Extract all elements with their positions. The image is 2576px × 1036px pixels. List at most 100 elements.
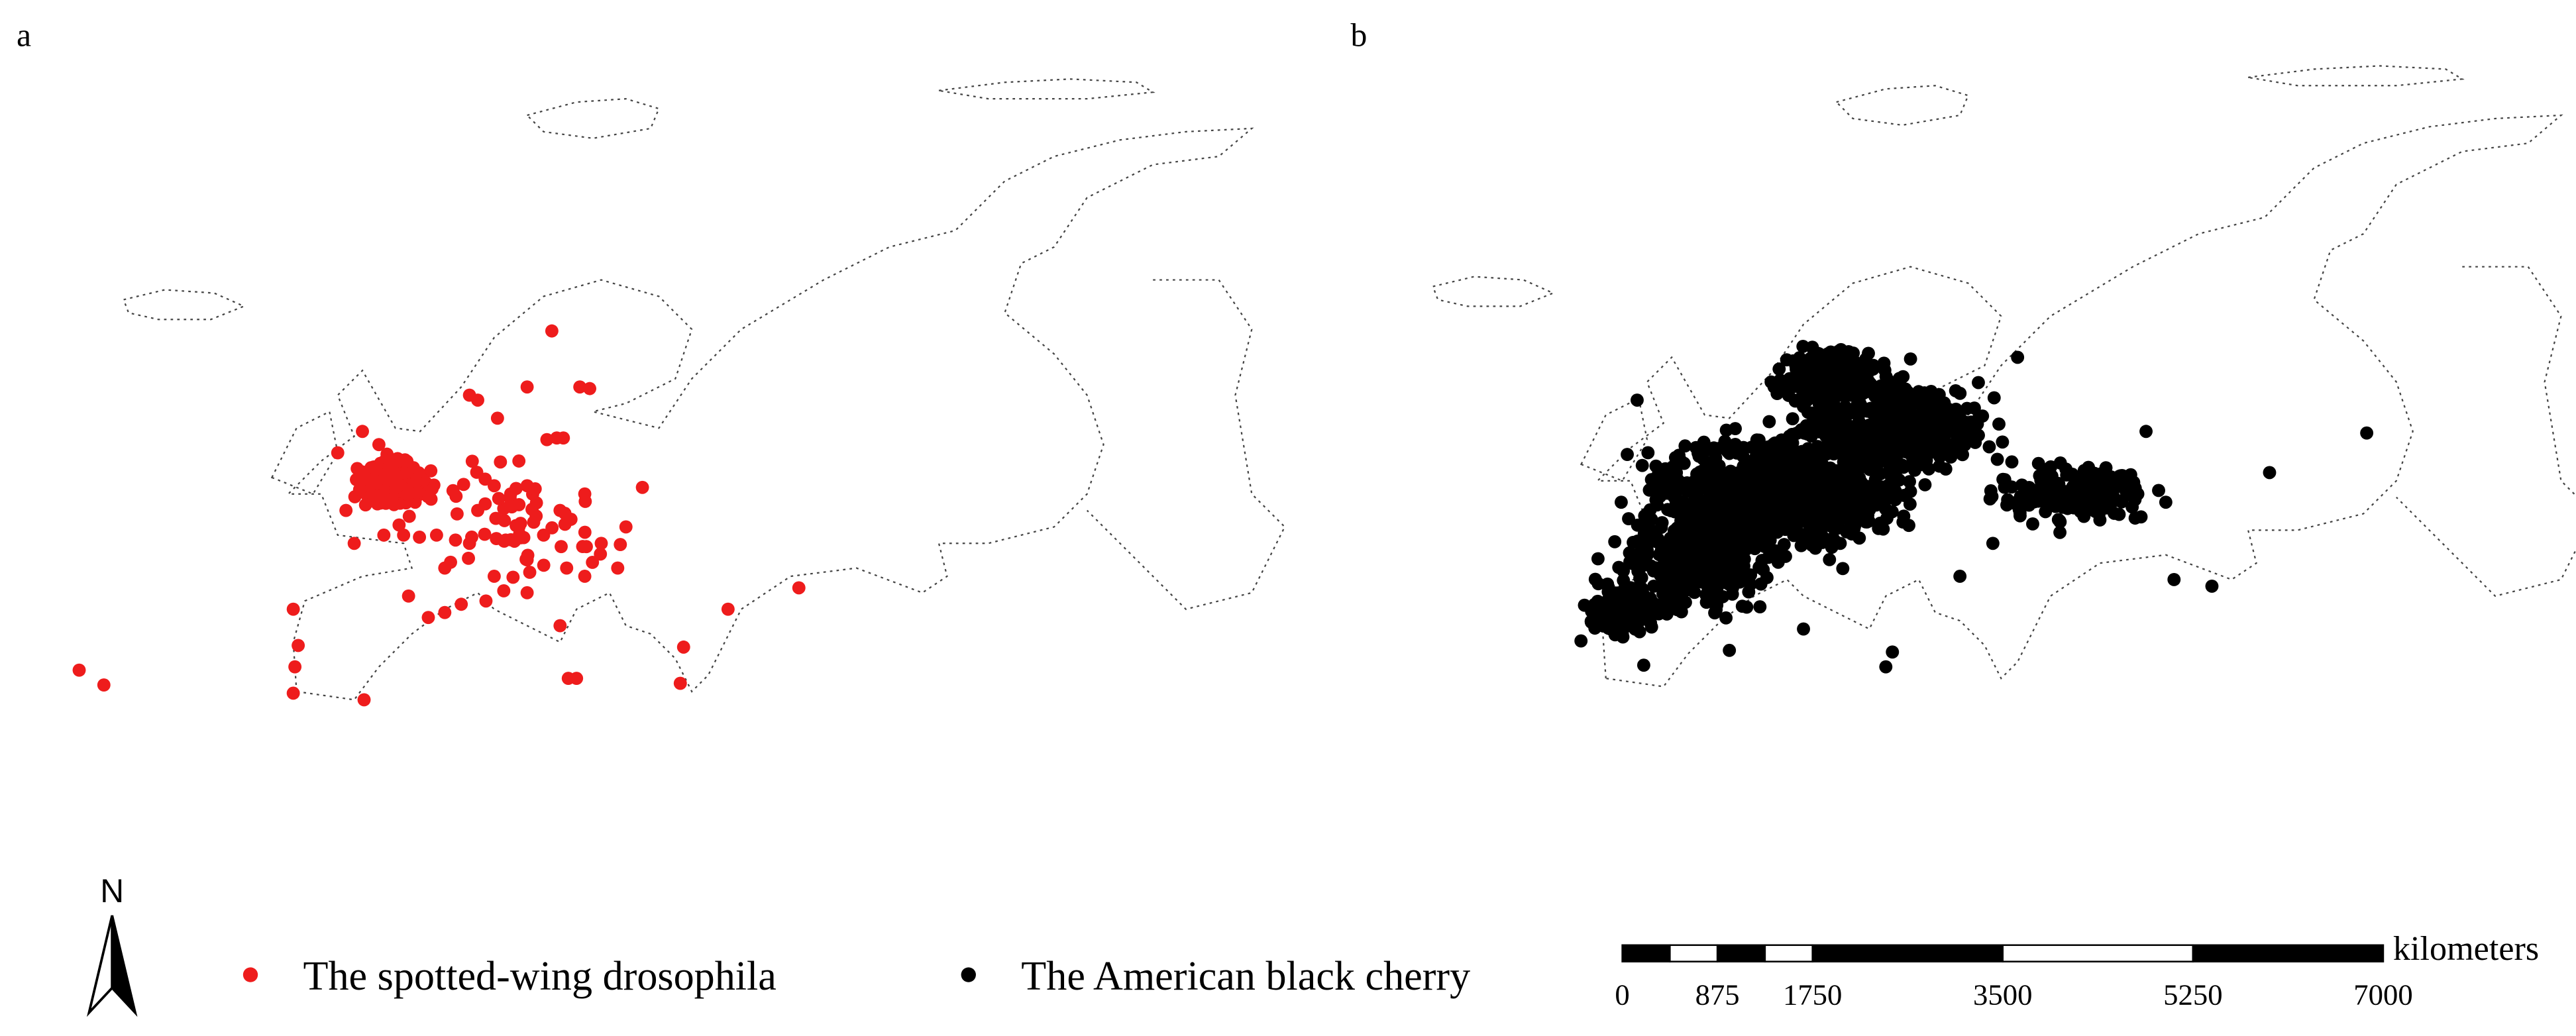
point — [1652, 607, 1666, 621]
point — [421, 611, 435, 625]
point — [478, 472, 492, 486]
point — [1674, 605, 1688, 619]
point — [1827, 391, 1841, 405]
legend-marker — [242, 967, 258, 982]
scale-segment — [2002, 944, 2194, 962]
point — [1858, 480, 1872, 494]
point — [1757, 537, 1771, 550]
point — [537, 558, 551, 572]
point — [1635, 458, 1649, 472]
point — [350, 473, 363, 486]
point — [1644, 513, 1658, 526]
point — [1786, 500, 1799, 514]
point — [1874, 450, 1888, 464]
point — [1809, 443, 1823, 457]
point — [498, 514, 511, 527]
scale-segment — [1716, 944, 1766, 962]
point — [1725, 553, 1739, 567]
point — [286, 686, 300, 700]
point — [520, 586, 534, 599]
point — [360, 472, 374, 486]
point — [555, 540, 568, 554]
point — [357, 693, 371, 707]
point — [1905, 458, 1919, 472]
point — [1870, 462, 1884, 476]
point — [2097, 473, 2111, 487]
point — [1637, 533, 1650, 546]
point — [1915, 458, 1929, 472]
point — [1862, 448, 1876, 462]
point — [369, 462, 383, 476]
point — [2053, 525, 2067, 539]
point — [1956, 448, 1970, 462]
point — [517, 531, 531, 544]
point — [619, 520, 633, 534]
point — [1918, 478, 1932, 492]
point — [1753, 600, 1767, 614]
point — [1834, 342, 1848, 356]
point — [1922, 431, 1936, 444]
point — [1786, 412, 1799, 426]
point — [1903, 475, 1916, 489]
point — [1953, 386, 1967, 400]
point — [578, 525, 592, 539]
point — [573, 380, 587, 394]
point — [1706, 587, 1720, 601]
point — [519, 552, 533, 566]
point — [1659, 478, 1673, 492]
point — [1735, 599, 1749, 613]
point — [1767, 485, 1781, 499]
point — [1672, 448, 1686, 462]
point — [487, 479, 501, 493]
point — [1840, 437, 1854, 450]
point — [1895, 427, 1909, 440]
point — [1632, 615, 1646, 629]
point — [583, 382, 597, 395]
scale-tick-label: 3500 — [1973, 978, 2032, 1011]
point — [292, 639, 305, 652]
point — [492, 492, 506, 505]
point — [1691, 501, 1705, 515]
point — [2026, 517, 2039, 531]
point — [2096, 498, 2110, 512]
point — [1968, 436, 1982, 449]
point — [1646, 597, 1660, 611]
point — [72, 663, 86, 677]
point — [1723, 569, 1737, 583]
point — [676, 640, 690, 654]
point — [497, 535, 511, 548]
scale-tick-label: 5250 — [2163, 978, 2222, 1011]
point — [2152, 484, 2165, 497]
point — [1706, 547, 1720, 561]
point — [1601, 581, 1615, 595]
point — [1754, 577, 1768, 591]
point — [1903, 497, 1917, 511]
point — [392, 518, 406, 532]
point — [409, 474, 423, 488]
scale-tick-label: 875 — [1695, 978, 1740, 1011]
point — [490, 411, 504, 425]
point — [1878, 363, 1892, 377]
point — [594, 547, 608, 561]
point — [1665, 563, 1679, 577]
scale-tick-label: 1750 — [1783, 978, 1842, 1011]
point — [529, 509, 543, 523]
point — [1821, 354, 1835, 368]
point — [792, 581, 806, 595]
point — [2011, 350, 2025, 364]
point — [2035, 477, 2049, 491]
point — [2027, 495, 2041, 509]
point — [377, 528, 391, 542]
point — [449, 490, 463, 503]
point — [449, 533, 462, 547]
point — [397, 528, 411, 542]
point — [2039, 505, 2053, 519]
point — [1796, 340, 1810, 353]
point — [1744, 537, 1758, 550]
point — [2082, 498, 2096, 512]
point — [1668, 468, 1682, 482]
point — [520, 380, 534, 394]
point — [1637, 658, 1650, 672]
point — [358, 498, 372, 512]
